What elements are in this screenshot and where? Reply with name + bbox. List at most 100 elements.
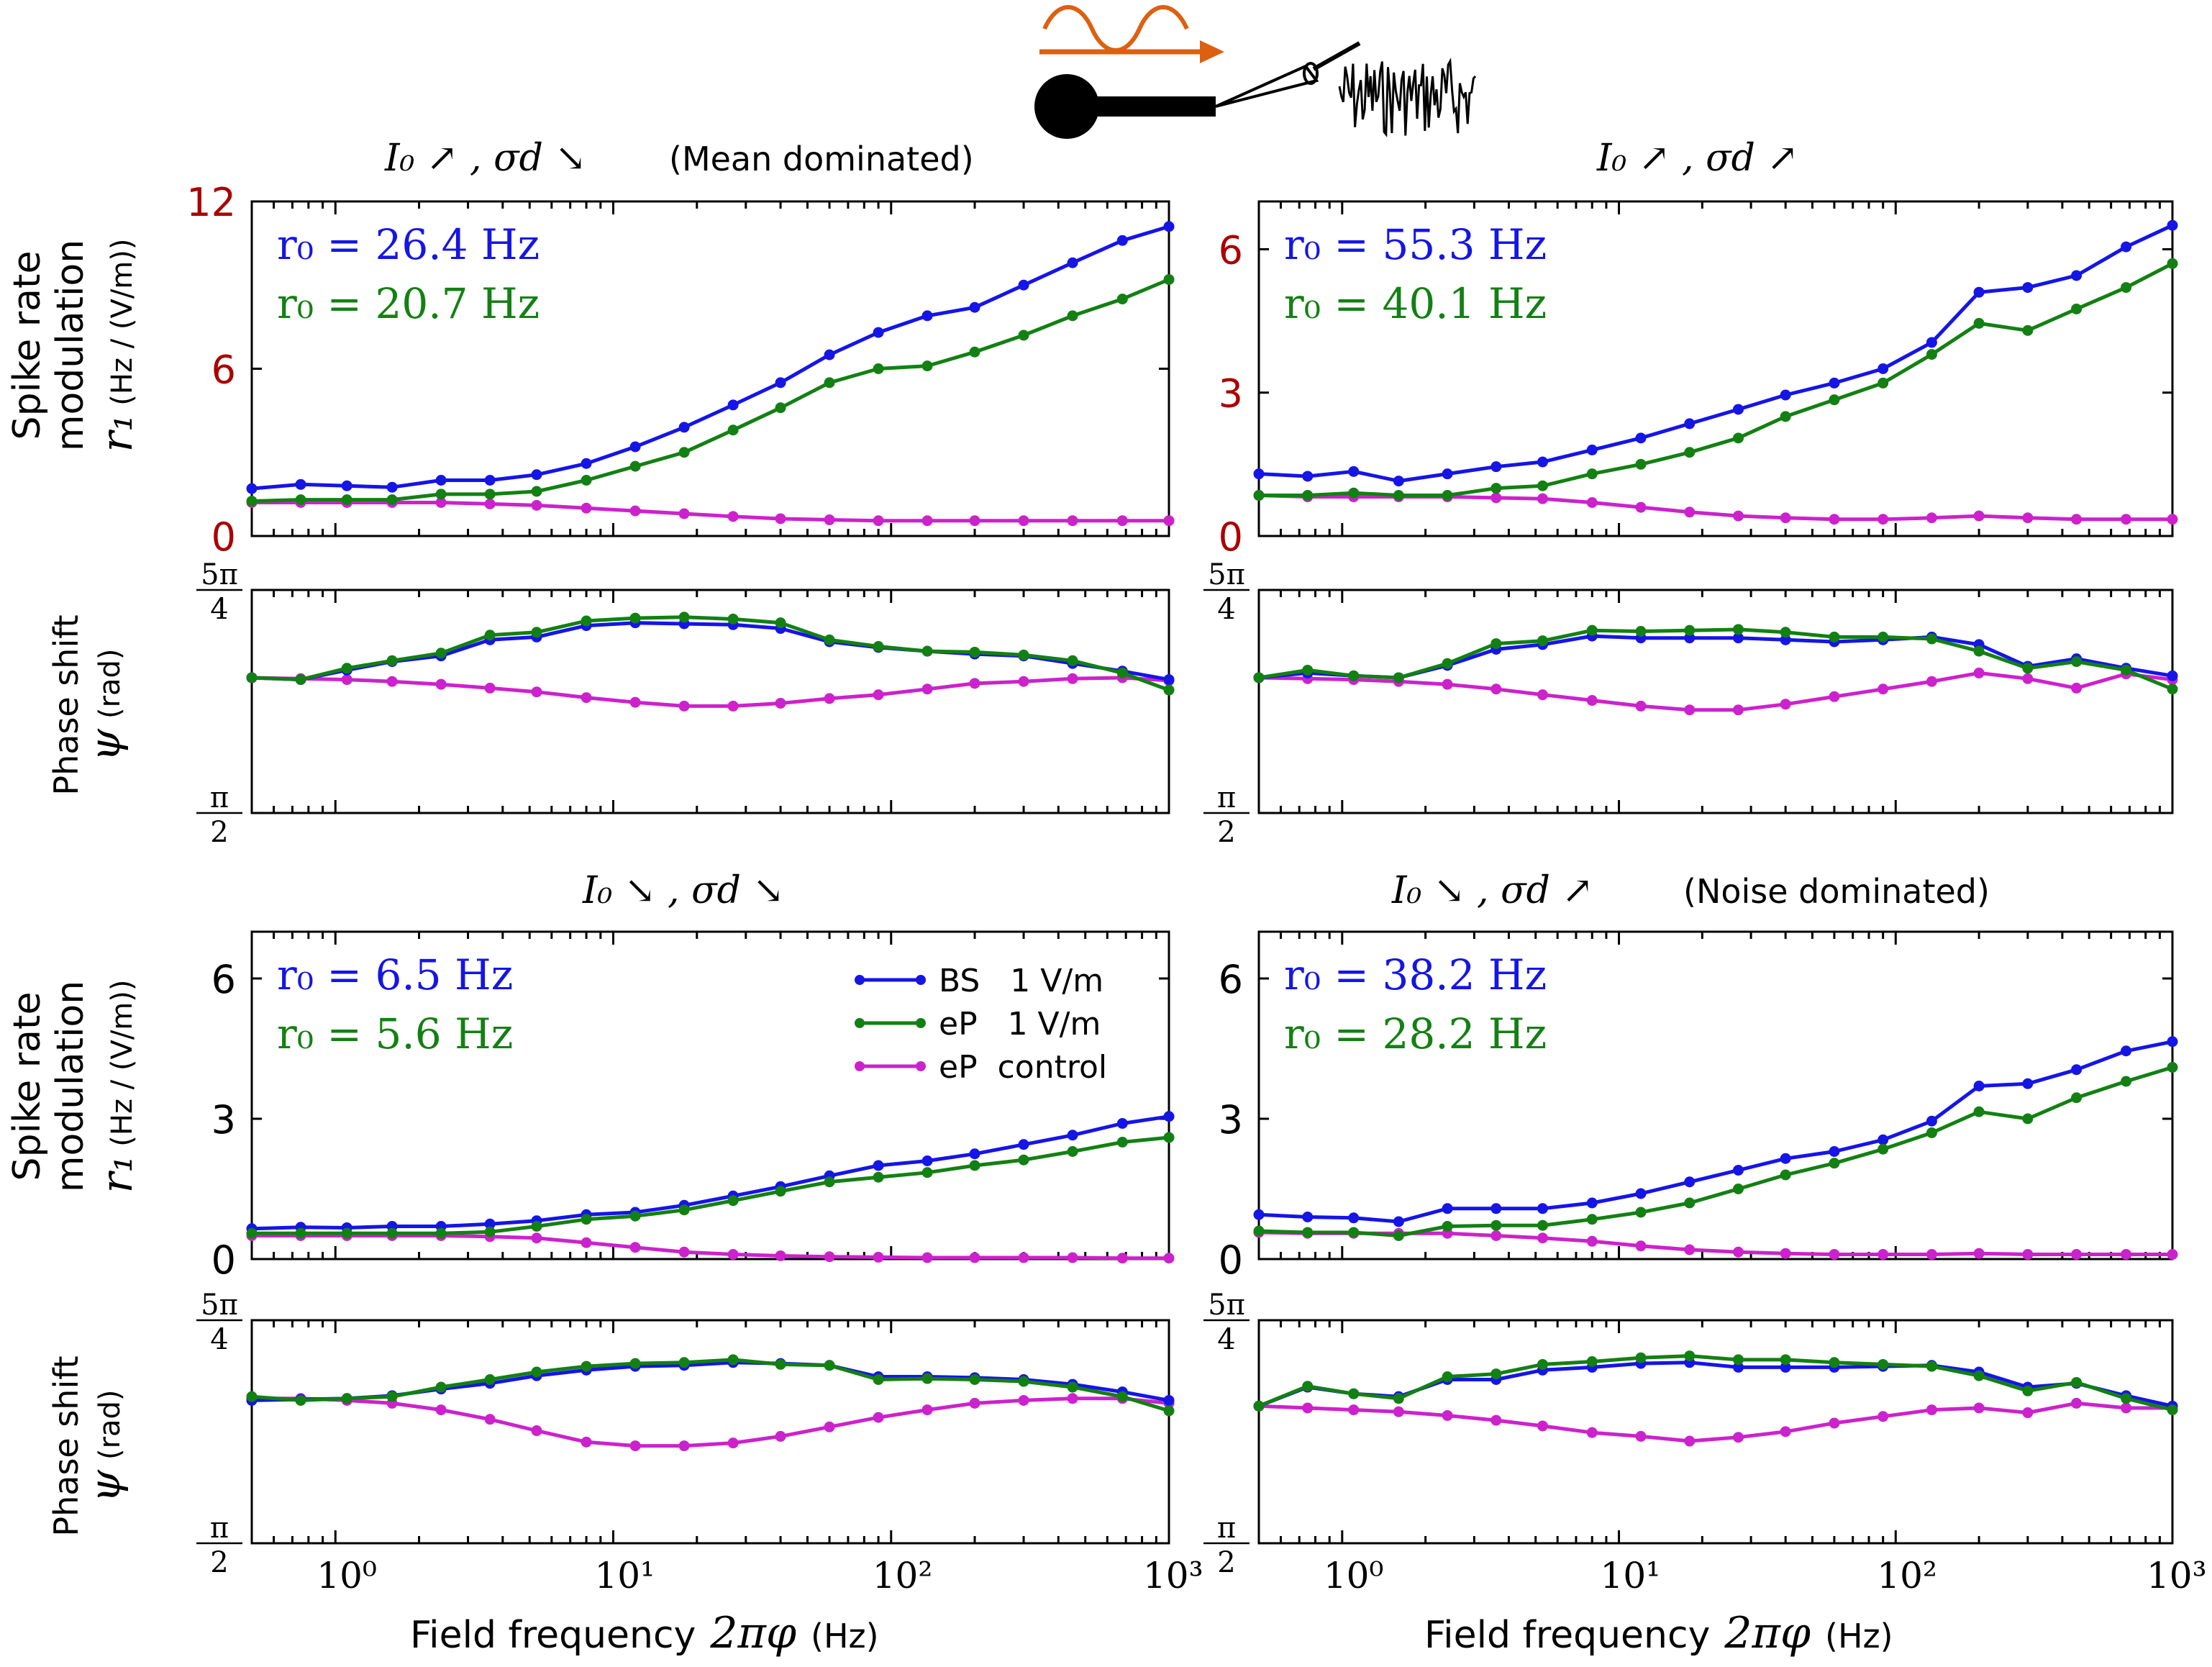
data-point-control <box>1926 1404 1937 1416</box>
legend-item-ep: eP 1 V/m <box>855 1006 1101 1043</box>
series-line-control <box>251 676 1170 708</box>
axes-frame <box>250 930 1170 1261</box>
y-tick-label: 3 <box>211 1097 236 1143</box>
data-point-control <box>2071 682 2083 694</box>
data-point-ep <box>1586 1214 1598 1225</box>
r0-annotation-bs: r₀ = 55.3 Hz <box>1284 220 1547 269</box>
title-b-formula: I₀ ↗ , σd ↗ <box>1596 137 1798 180</box>
data-point-ep <box>484 489 496 500</box>
data-point-bs <box>1684 1176 1696 1188</box>
stimulus-arrowhead <box>1200 40 1224 63</box>
data-point-ep <box>1116 667 1128 678</box>
series-line-control <box>1258 671 2173 712</box>
data-point-ep <box>1586 1355 1598 1367</box>
series-line-ep <box>251 278 1170 504</box>
data-point-ep <box>1442 658 1453 669</box>
data-point-ep <box>1733 1184 1744 1194</box>
stimulus-illustration <box>1034 5 1477 139</box>
data-point-ep <box>775 1358 786 1370</box>
series-control <box>1253 1227 2178 1260</box>
data-point-control <box>727 700 739 712</box>
data-point-ep <box>1348 670 1360 681</box>
series-ep <box>246 1354 1175 1417</box>
data-point-ep <box>921 645 933 657</box>
data-point-control <box>629 1242 641 1253</box>
y-tick-label: 0 <box>1219 1237 1243 1283</box>
x-tick-label: 10¹ <box>595 1555 655 1596</box>
data-point-ep <box>1780 411 1791 422</box>
data-point-ep <box>386 494 398 506</box>
data-point-control <box>531 1232 542 1244</box>
data-point-ep <box>1490 1368 1502 1380</box>
data-point-ep <box>1253 1400 1265 1412</box>
data-point-ep <box>1926 1361 1937 1372</box>
data-point-control <box>1067 1252 1078 1263</box>
xlabel-unit: (Hz) <box>1825 1617 1893 1655</box>
data-point-bs <box>1116 235 1128 246</box>
data-point-bs <box>2022 282 2034 294</box>
data-point-control <box>2022 673 2034 684</box>
data-point-ep <box>1018 1154 1029 1166</box>
data-point-ep <box>341 1227 352 1239</box>
data-point-bs <box>1348 1212 1360 1224</box>
data-point-control <box>484 498 496 509</box>
data-point-bs <box>1635 432 1647 444</box>
y-tick-label-denominator: 4 <box>1217 1323 1235 1356</box>
data-point-ep <box>2121 664 2132 676</box>
data-point-ep <box>1973 645 1985 657</box>
data-point-ep <box>1733 624 1744 635</box>
r0-annotation-ep: r₀ = 40.1 Hz <box>1284 279 1547 328</box>
data-point-bs <box>1635 1188 1647 1199</box>
data-point-control <box>1780 699 1791 710</box>
series-line-ep <box>251 615 1170 692</box>
y-tick-label-denominator: 2 <box>1217 1546 1235 1579</box>
data-point-ep <box>1586 468 1598 480</box>
data-point-control <box>2121 514 2132 525</box>
data-point-bs <box>824 349 835 360</box>
series-ep <box>1253 258 2178 501</box>
data-point-ep <box>1537 480 1548 491</box>
data-point-control <box>531 686 542 698</box>
data-point-ep <box>2022 1385 2034 1396</box>
data-point-control <box>1018 676 1029 687</box>
data-point-ep <box>1302 490 1314 501</box>
data-point-ep <box>2071 656 2083 668</box>
data-point-control <box>1018 1252 1029 1263</box>
data-point-control <box>727 511 739 522</box>
data-point-control <box>1490 492 1502 504</box>
data-point-bs <box>1018 1139 1029 1150</box>
data-point-control <box>1537 1232 1548 1244</box>
axes-frame <box>250 589 1170 814</box>
y-tick-label-denominator: 4 <box>210 593 228 626</box>
data-point-control <box>2121 1249 2132 1260</box>
data-point-control <box>1926 676 1937 687</box>
data-point-ep <box>1537 1358 1548 1370</box>
data-point-control <box>1926 512 1937 524</box>
data-point-control <box>1586 695 1598 707</box>
series-line-ep <box>1258 1354 2173 1412</box>
data-point-control <box>1116 1253 1128 1264</box>
panel-1: 0 6 12 r₀ = 26.4 Hz r₀ = 20.7 Hz <box>186 180 1175 560</box>
data-point-ep <box>581 1361 592 1372</box>
data-point-bs <box>2121 241 2132 253</box>
data-point-bs <box>2167 219 2178 231</box>
data-point-ep <box>1635 1207 1647 1218</box>
panel-2: 5π4 π2 <box>196 558 1175 849</box>
data-point-control <box>1829 514 1840 525</box>
data-point-bs <box>1926 1115 1937 1127</box>
data-point-control <box>484 682 496 694</box>
data-point-control <box>1973 510 1985 522</box>
data-point-ep <box>1393 1230 1404 1241</box>
data-point-ep <box>1348 1388 1360 1399</box>
data-point-control <box>581 692 592 704</box>
data-point-bs <box>1253 468 1265 480</box>
data-point-bs <box>1780 1153 1791 1164</box>
data-point-control <box>1780 1248 1791 1259</box>
data-point-bs <box>1537 456 1548 468</box>
legend-item-bs: BS 1 V/m <box>855 963 1103 999</box>
data-point-control <box>1780 512 1791 524</box>
data-point-control <box>1684 704 1696 716</box>
ylabel-rate-unit: (Hz / (V/m)) <box>106 980 139 1147</box>
